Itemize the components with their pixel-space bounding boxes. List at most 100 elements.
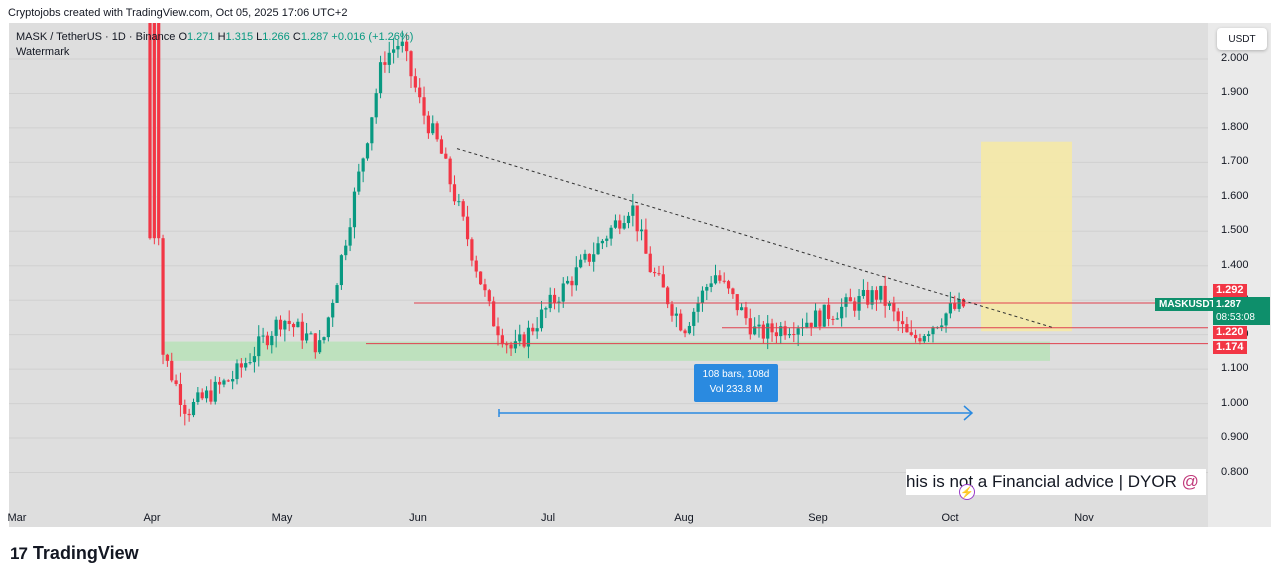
tradingview-brand[interactable]: 17 TradingView	[10, 543, 139, 564]
brand-name: TradingView	[32, 543, 139, 563]
candle-body	[874, 290, 879, 300]
candle-body	[761, 324, 765, 339]
candle-body	[409, 51, 413, 77]
candle-body	[213, 381, 217, 402]
candle-body	[157, 23, 161, 239]
chart-canvas	[9, 23, 1208, 474]
candle-body	[887, 303, 892, 306]
candle-body	[900, 321, 905, 325]
candle-body	[818, 310, 822, 327]
current-price: 1.287	[1216, 299, 1242, 310]
candle-body	[183, 404, 187, 414]
candle-body	[500, 335, 504, 345]
candle-body	[809, 322, 813, 327]
candle-body	[861, 289, 865, 297]
candle-body	[870, 290, 874, 305]
measure-tooltip: 108 bars, 108d Vol 233.8 M	[694, 364, 778, 402]
lightning-icon[interactable]: ⚡	[959, 484, 975, 500]
candle-body	[344, 245, 348, 256]
candle-body	[848, 297, 852, 302]
candle-body	[148, 23, 152, 239]
chart-area[interactable]	[9, 23, 1271, 527]
measure-arrow-head	[963, 405, 974, 421]
candle-body	[666, 287, 670, 305]
y-tick-label: 1.800	[1221, 120, 1249, 133]
candle-body	[365, 143, 370, 159]
low-value: 1.266	[262, 31, 290, 43]
candle-body	[239, 363, 243, 368]
candle-body	[278, 319, 283, 330]
candle-body	[796, 328, 800, 335]
candle-body	[400, 41, 404, 46]
candle-body	[735, 294, 739, 311]
x-tick-label: Oct	[941, 512, 959, 524]
y-tick-label: 1.400	[1221, 258, 1249, 271]
candle-body	[392, 49, 396, 53]
close-value: 1.287	[300, 31, 329, 43]
candle-body	[465, 216, 470, 240]
candle-body	[318, 340, 322, 353]
at-icon: @	[1181, 472, 1199, 491]
candle-body	[231, 379, 235, 382]
candle-body	[296, 321, 300, 328]
candle-body	[387, 52, 391, 65]
candle-body	[309, 333, 313, 335]
candle-body	[831, 318, 835, 320]
candle-body	[457, 201, 461, 203]
y-tick-label: 0.900	[1221, 431, 1249, 444]
candle-body	[474, 260, 478, 272]
candle-body	[709, 283, 713, 287]
candle-body	[557, 301, 561, 303]
candle-body	[779, 326, 783, 337]
symbol-name: MASK / TetherUS · 1D · Binance	[16, 31, 176, 43]
candle-body	[218, 381, 222, 385]
y-tick-label: 1.700	[1221, 155, 1249, 168]
candle-body	[418, 87, 422, 98]
symbol-legend: MASK / TetherUS · 1D · Binance O1.271 H1…	[16, 31, 413, 43]
x-tick-label: Jul	[540, 512, 556, 524]
candle-body	[178, 384, 183, 405]
support-zone	[164, 341, 1050, 361]
candle-body	[909, 332, 913, 335]
price-axis[interactable]	[1208, 23, 1271, 527]
x-tick-label: Sep	[808, 512, 828, 524]
target-zone	[981, 141, 1072, 332]
candle-body	[470, 239, 474, 261]
change-value: +0.016 (+1.26%)	[331, 31, 414, 43]
candle-body	[674, 313, 678, 316]
candle-body	[361, 158, 365, 172]
candle-body	[435, 123, 439, 140]
candle-body	[305, 333, 309, 341]
candle-body	[696, 302, 700, 312]
candle-body	[448, 158, 452, 185]
candle-body	[187, 413, 191, 416]
candle-body	[496, 326, 500, 336]
candle-body	[165, 354, 169, 361]
candle-body	[787, 334, 792, 336]
candle-body	[883, 285, 887, 306]
candle-body	[813, 310, 818, 327]
candle-body	[944, 313, 948, 326]
close-label: C	[292, 31, 301, 43]
candle-body	[805, 322, 809, 328]
low-label: L	[256, 31, 263, 43]
measure-bars: 108 bars, 108d	[702, 369, 770, 380]
candle-body	[548, 294, 552, 309]
currency-button[interactable]: USDT	[1217, 28, 1267, 50]
mid-level-price-tag: 1.220	[1213, 326, 1247, 339]
candle-body	[927, 334, 931, 337]
candle-body	[896, 311, 900, 322]
candle-body	[378, 62, 383, 94]
candle-body	[718, 275, 722, 281]
open-label: O	[178, 31, 187, 43]
candle-body	[492, 301, 496, 327]
candle-body	[248, 362, 252, 364]
candle-body	[853, 301, 857, 311]
disclaimer-banner: his is not a Financial advice | DYOR @	[906, 469, 1206, 495]
candle-body	[726, 281, 731, 289]
candle-body	[653, 272, 657, 274]
candle-body	[644, 229, 648, 254]
candle-body	[705, 286, 709, 291]
candle-body	[222, 380, 226, 385]
candle-body	[918, 338, 922, 342]
